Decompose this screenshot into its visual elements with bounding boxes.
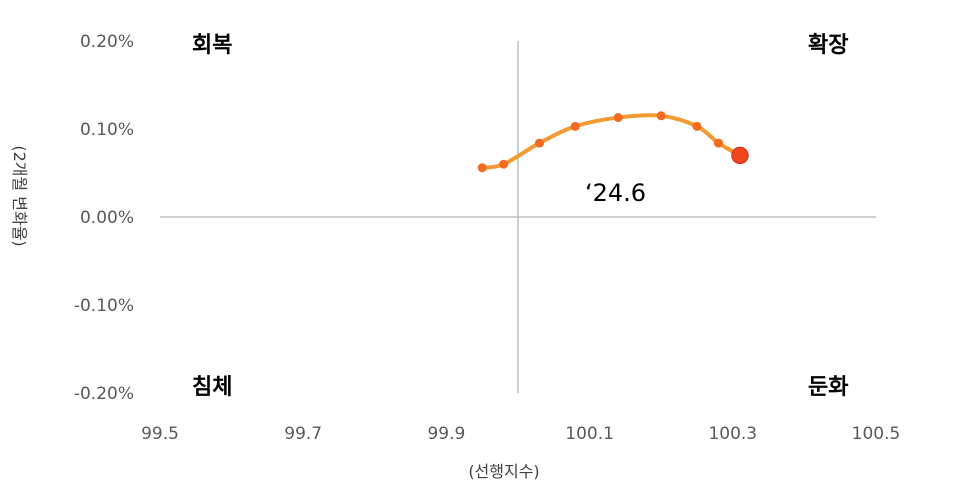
quadrant-label-recovery: 회복 bbox=[192, 33, 232, 58]
data-point bbox=[656, 111, 666, 121]
data-point bbox=[534, 138, 544, 148]
x-tick-label: 100.1 bbox=[565, 424, 614, 444]
quadrant-label-expansion: 확장 bbox=[808, 33, 848, 58]
data-point bbox=[499, 159, 509, 169]
series-line bbox=[480, 113, 742, 170]
x-tick-label: 99.5 bbox=[141, 424, 179, 444]
y-tick-labels: 0.20% 0.10% 0.00% -0.10% -0.20% bbox=[74, 32, 134, 404]
x-tick-label: 99.7 bbox=[284, 424, 322, 444]
y-tick-label: 0.20% bbox=[80, 32, 134, 52]
y-tick-label: 0.10% bbox=[80, 120, 134, 140]
series-points bbox=[477, 111, 723, 173]
data-point bbox=[570, 121, 580, 131]
data-point bbox=[477, 163, 487, 173]
y-axis-title: (2개월 변화율) bbox=[10, 145, 29, 246]
x-tick-label: 100.5 bbox=[852, 424, 901, 444]
x-tick-label: 99.9 bbox=[427, 424, 465, 444]
y-tick-label: -0.10% bbox=[74, 296, 134, 316]
data-point bbox=[692, 121, 702, 131]
quadrant-label-slowdown: 둔화 bbox=[808, 375, 848, 400]
data-point bbox=[713, 138, 723, 148]
latest-point bbox=[731, 146, 749, 165]
quadrant-label-contraction: 침체 bbox=[192, 375, 232, 400]
data-point bbox=[613, 113, 623, 123]
y-tick-label: -0.20% bbox=[74, 384, 134, 404]
y-tick-label: 0.00% bbox=[80, 208, 134, 228]
x-tick-label: 100.3 bbox=[708, 424, 757, 444]
x-tick-labels: 99.5 99.7 99.9 100.1 100.3 100.5 bbox=[141, 424, 900, 444]
x-axis-title: (선행지수) bbox=[468, 462, 539, 481]
latest-point-label: ‘24.6 bbox=[585, 179, 646, 207]
